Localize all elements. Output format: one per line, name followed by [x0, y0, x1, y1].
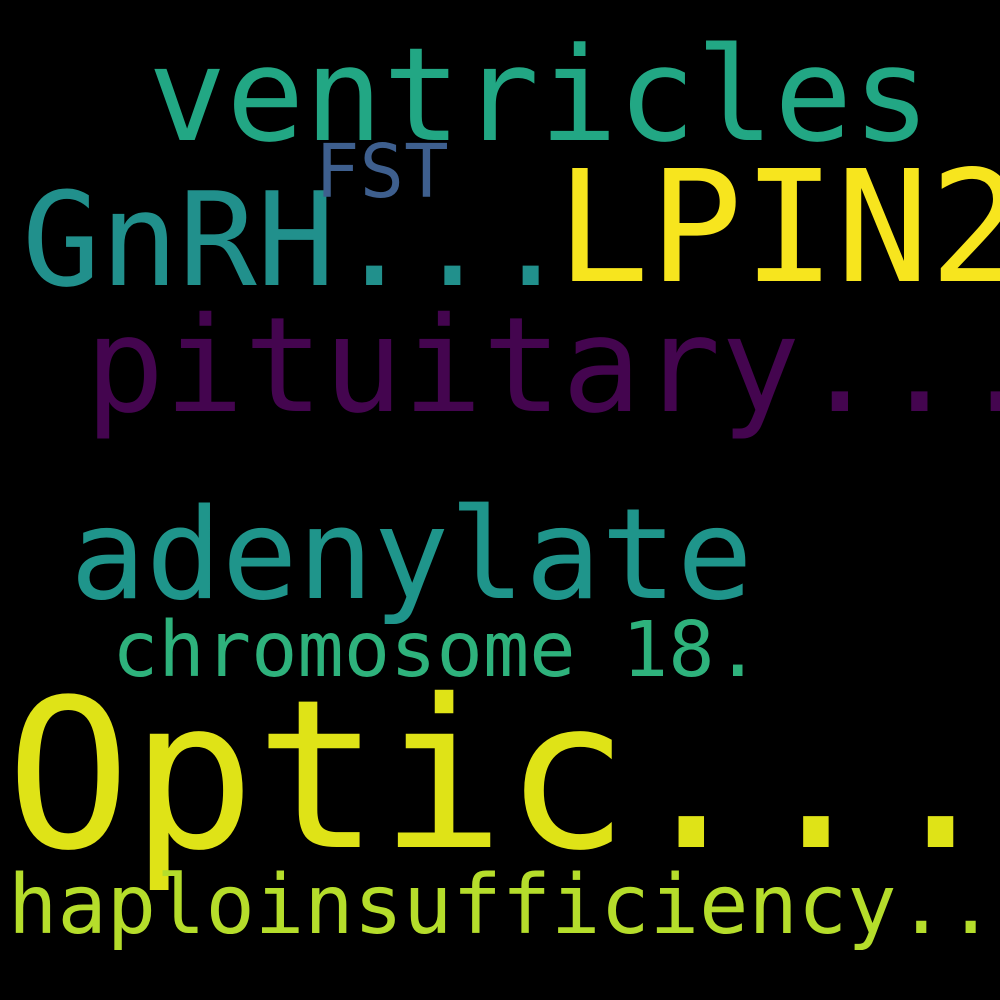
word-fst: FST — [315, 129, 449, 215]
word-chromosome: chromosome 18. — [112, 606, 762, 695]
word-haploinsufficiency: haploinsufficiency... — [8, 858, 1000, 953]
word-optic: Optic... — [6, 655, 1000, 896]
word-ventricles: ventricles — [148, 19, 931, 171]
word-pituitary: pituitary... — [85, 289, 1000, 443]
word-adenylate: adenylate — [70, 481, 753, 628]
word-gnrh: GnRH... — [22, 164, 570, 316]
word-lpin2: LPIN2 — [556, 137, 1000, 318]
